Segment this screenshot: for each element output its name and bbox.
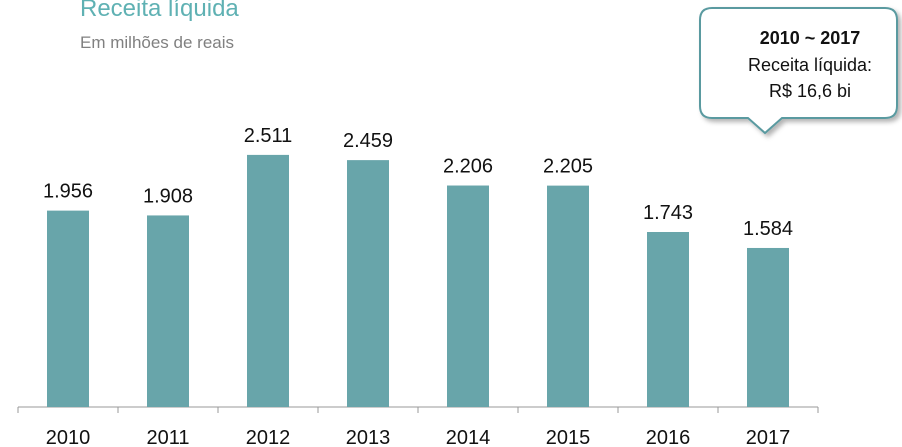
bar [647,232,689,407]
bar [247,154,289,407]
data-label: 1.908 [143,185,193,207]
data-label: 1.584 [743,218,793,240]
x-tick-label: 2011 [146,427,189,447]
callout-title: 2010 ~ 2017 [760,28,861,48]
data-label: 2.459 [343,130,393,152]
data-label: 2.205 [543,156,593,178]
x-tick-label: 2012 [246,427,291,447]
data-label: 1.743 [643,202,693,224]
bar [747,247,789,407]
bar [547,185,589,407]
callout-line: Receita líquida: [748,55,872,75]
bar [447,185,489,407]
x-tick-label: 2015 [546,427,591,447]
chart-title: Receita líquida [80,0,239,22]
x-tick-label: 2016 [646,427,691,447]
bar [347,160,389,407]
data-label: 2.206 [443,156,493,178]
callout-line: R$ 16,6 bi [769,81,851,101]
data-label: 1.956 [43,181,93,203]
x-tick-label: 2010 [46,427,91,447]
bar [47,210,89,407]
x-tick-label: 2013 [346,427,391,447]
data-label: 2.511 [244,125,293,147]
x-tick-label: 2017 [746,427,791,447]
bar [147,215,189,407]
x-tick-label: 2014 [446,427,491,447]
chart-subtitle: Em milhões de reais [80,33,234,52]
callout-box [699,7,898,135]
